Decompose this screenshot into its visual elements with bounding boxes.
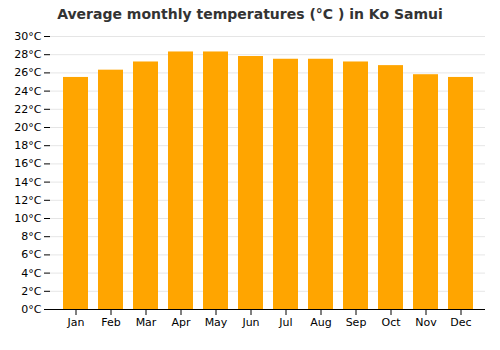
- svg-text:Sep: Sep: [346, 316, 367, 329]
- svg-text:14°C: 14°C: [14, 176, 41, 189]
- svg-text:Feb: Feb: [101, 316, 120, 329]
- svg-text:May: May: [205, 316, 228, 329]
- svg-text:22°C: 22°C: [14, 103, 41, 116]
- svg-text:8°C: 8°C: [21, 230, 41, 243]
- svg-text:Dec: Dec: [450, 316, 471, 329]
- svg-text:Aug: Aug: [310, 316, 331, 329]
- html-text:Average monthly temperatures (: Average monthly temperatures (°C ) in Ko…: [57, 6, 443, 22]
- svg-text:Apr: Apr: [171, 316, 191, 329]
- svg-text:30°C: 30°C: [14, 30, 41, 43]
- svg-text:26°C: 26°C: [14, 66, 41, 79]
- svg-text:Nov: Nov: [415, 316, 437, 329]
- svg-text:0°C: 0°C: [21, 303, 41, 316]
- svg-text:Jan: Jan: [67, 316, 85, 329]
- svg-text:2°C: 2°C: [21, 285, 41, 298]
- svg-text:28°C: 28°C: [14, 48, 41, 61]
- svg-text:24°C: 24°C: [14, 85, 41, 98]
- svg-text:4°C: 4°C: [21, 267, 41, 280]
- svg-text:Oct: Oct: [381, 316, 401, 329]
- svg-text:12°C: 12°C: [14, 194, 41, 207]
- svg-text:16°C: 16°C: [14, 157, 41, 170]
- svg-text:10°C: 10°C: [14, 212, 41, 225]
- svg-text:Jul: Jul: [278, 316, 292, 329]
- svg-text:18°C: 18°C: [14, 139, 41, 152]
- svg-text:20°C: 20°C: [14, 121, 41, 134]
- svg-text:Jun: Jun: [241, 316, 259, 329]
- svg-text:6°C: 6°C: [21, 248, 41, 261]
- svg-text:Mar: Mar: [136, 316, 157, 329]
